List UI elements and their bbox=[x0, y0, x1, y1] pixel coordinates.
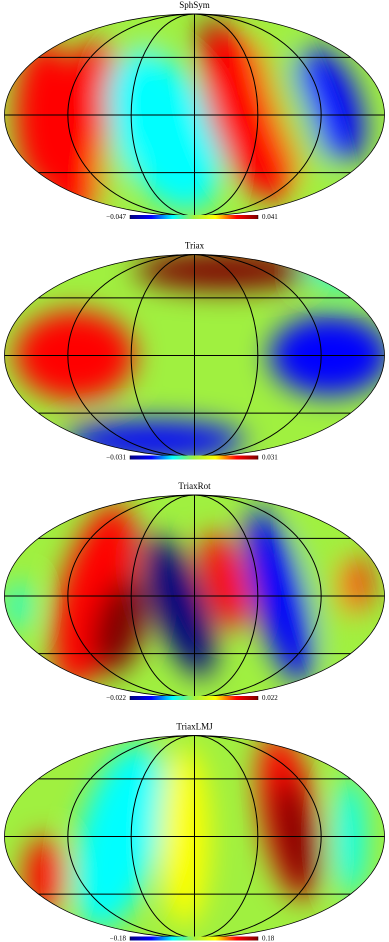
map-blob bbox=[9, 581, 30, 631]
panel: SphSym −0.047 0.041 bbox=[4, 0, 385, 221]
colorbar-label: 0.022 bbox=[262, 694, 278, 702]
map-blob bbox=[304, 255, 385, 286]
colorbar bbox=[130, 455, 258, 460]
colorbar bbox=[130, 696, 258, 700]
map-blob bbox=[144, 535, 215, 677]
colorbar-label: 0.041 bbox=[262, 213, 278, 221]
colorbar bbox=[130, 936, 258, 941]
colorbar-label: −0.18 bbox=[110, 935, 127, 942]
colorbar-label: 0.031 bbox=[262, 454, 278, 462]
map-blob bbox=[339, 556, 370, 616]
map-blob bbox=[92, 577, 147, 675]
colorbar-label: −0.022 bbox=[106, 694, 126, 702]
panel: TriaxRot −0.022 0.022 bbox=[4, 481, 385, 702]
map-blob bbox=[201, 532, 248, 630]
map-blob bbox=[24, 836, 65, 917]
panel: TriaxLMJ −0.18 0.18 bbox=[4, 722, 385, 942]
map-blob bbox=[106, 50, 223, 210]
map-blob bbox=[134, 254, 315, 291]
panel-title: TriaxRot bbox=[178, 481, 211, 491]
panel-title: TriaxLMJ bbox=[176, 722, 213, 732]
colorbar-label: −0.047 bbox=[106, 213, 126, 221]
panel-title: SphSym bbox=[179, 0, 210, 10]
panel-title: Triax bbox=[185, 241, 205, 251]
colorbar-label: 0.18 bbox=[262, 935, 275, 942]
panel: Triax −0.031 0.031 bbox=[4, 241, 385, 462]
colorbar bbox=[130, 215, 258, 219]
colorbar-label: −0.031 bbox=[106, 454, 126, 462]
